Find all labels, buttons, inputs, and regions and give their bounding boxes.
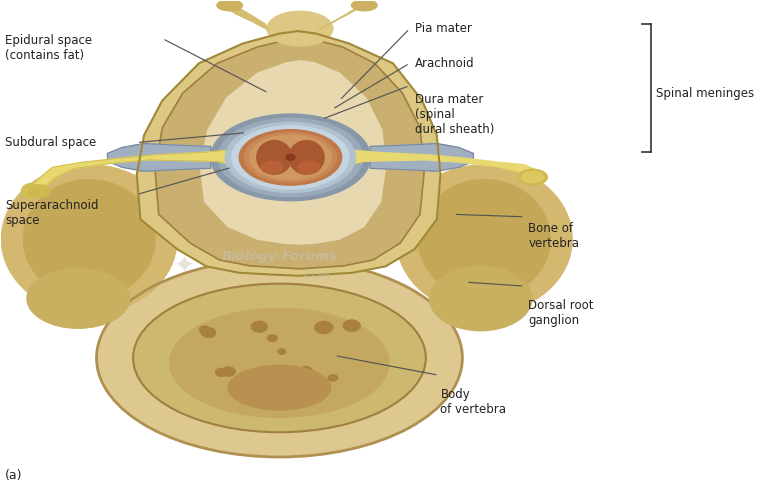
Ellipse shape bbox=[96, 259, 463, 457]
Text: Superarachnoid
space: Superarachnoid space bbox=[5, 200, 99, 228]
Ellipse shape bbox=[217, 0, 243, 11]
Ellipse shape bbox=[218, 118, 363, 197]
Circle shape bbox=[299, 367, 313, 375]
Circle shape bbox=[278, 349, 286, 354]
Circle shape bbox=[261, 368, 276, 377]
Text: Dorsal root
ganglion: Dorsal root ganglion bbox=[528, 298, 594, 327]
Ellipse shape bbox=[28, 185, 50, 197]
Circle shape bbox=[291, 378, 300, 385]
Text: Body
of vertebra: Body of vertebra bbox=[440, 387, 507, 416]
Ellipse shape bbox=[256, 140, 292, 174]
Polygon shape bbox=[370, 143, 474, 171]
Circle shape bbox=[278, 374, 296, 386]
Ellipse shape bbox=[27, 269, 129, 328]
Ellipse shape bbox=[226, 122, 356, 193]
Circle shape bbox=[201, 328, 216, 338]
Text: (a): (a) bbox=[5, 469, 22, 482]
Ellipse shape bbox=[169, 308, 389, 417]
Ellipse shape bbox=[228, 366, 330, 410]
Circle shape bbox=[343, 320, 360, 331]
Polygon shape bbox=[200, 61, 386, 244]
Polygon shape bbox=[349, 150, 543, 185]
Circle shape bbox=[240, 380, 256, 391]
Text: Arachnoid: Arachnoid bbox=[415, 57, 474, 70]
Ellipse shape bbox=[239, 129, 342, 185]
Circle shape bbox=[303, 385, 323, 397]
Text: Biology-Forums: Biology-Forums bbox=[222, 250, 337, 263]
Ellipse shape bbox=[418, 180, 551, 298]
Text: Pia mater: Pia mater bbox=[415, 22, 472, 35]
Ellipse shape bbox=[430, 266, 532, 331]
Ellipse shape bbox=[261, 161, 283, 173]
Circle shape bbox=[293, 378, 301, 383]
Ellipse shape bbox=[133, 284, 426, 432]
Polygon shape bbox=[225, 2, 269, 30]
Circle shape bbox=[328, 374, 338, 381]
Ellipse shape bbox=[244, 132, 336, 182]
Ellipse shape bbox=[249, 135, 331, 180]
Text: Spinal meninges: Spinal meninges bbox=[656, 87, 755, 100]
Ellipse shape bbox=[518, 169, 547, 185]
Text: Subdural space: Subdural space bbox=[5, 136, 96, 149]
Ellipse shape bbox=[23, 180, 155, 298]
Polygon shape bbox=[317, 2, 366, 30]
Ellipse shape bbox=[2, 165, 177, 313]
Circle shape bbox=[251, 321, 267, 332]
Ellipse shape bbox=[298, 161, 320, 173]
Polygon shape bbox=[108, 143, 211, 171]
Ellipse shape bbox=[289, 140, 324, 174]
Text: Bone of
vertebra: Bone of vertebra bbox=[528, 222, 579, 250]
Ellipse shape bbox=[22, 184, 40, 199]
Ellipse shape bbox=[352, 0, 377, 11]
Ellipse shape bbox=[397, 165, 572, 313]
Circle shape bbox=[315, 321, 333, 334]
Polygon shape bbox=[155, 38, 424, 269]
Ellipse shape bbox=[232, 125, 349, 189]
Circle shape bbox=[199, 326, 209, 333]
Ellipse shape bbox=[211, 114, 370, 201]
Text: .COM: .COM bbox=[301, 271, 331, 281]
Ellipse shape bbox=[280, 152, 300, 163]
Circle shape bbox=[222, 367, 235, 376]
Ellipse shape bbox=[521, 172, 544, 183]
Circle shape bbox=[286, 154, 295, 160]
Polygon shape bbox=[29, 150, 232, 195]
Polygon shape bbox=[137, 31, 440, 276]
Circle shape bbox=[267, 335, 277, 342]
Circle shape bbox=[216, 369, 227, 376]
Text: ✦: ✦ bbox=[174, 254, 195, 278]
Circle shape bbox=[263, 379, 276, 388]
Ellipse shape bbox=[267, 11, 333, 46]
Text: Dura mater
(spinal
dural sheath): Dura mater (spinal dural sheath) bbox=[415, 93, 494, 136]
Text: Epidural space
(contains fat): Epidural space (contains fat) bbox=[5, 33, 92, 62]
